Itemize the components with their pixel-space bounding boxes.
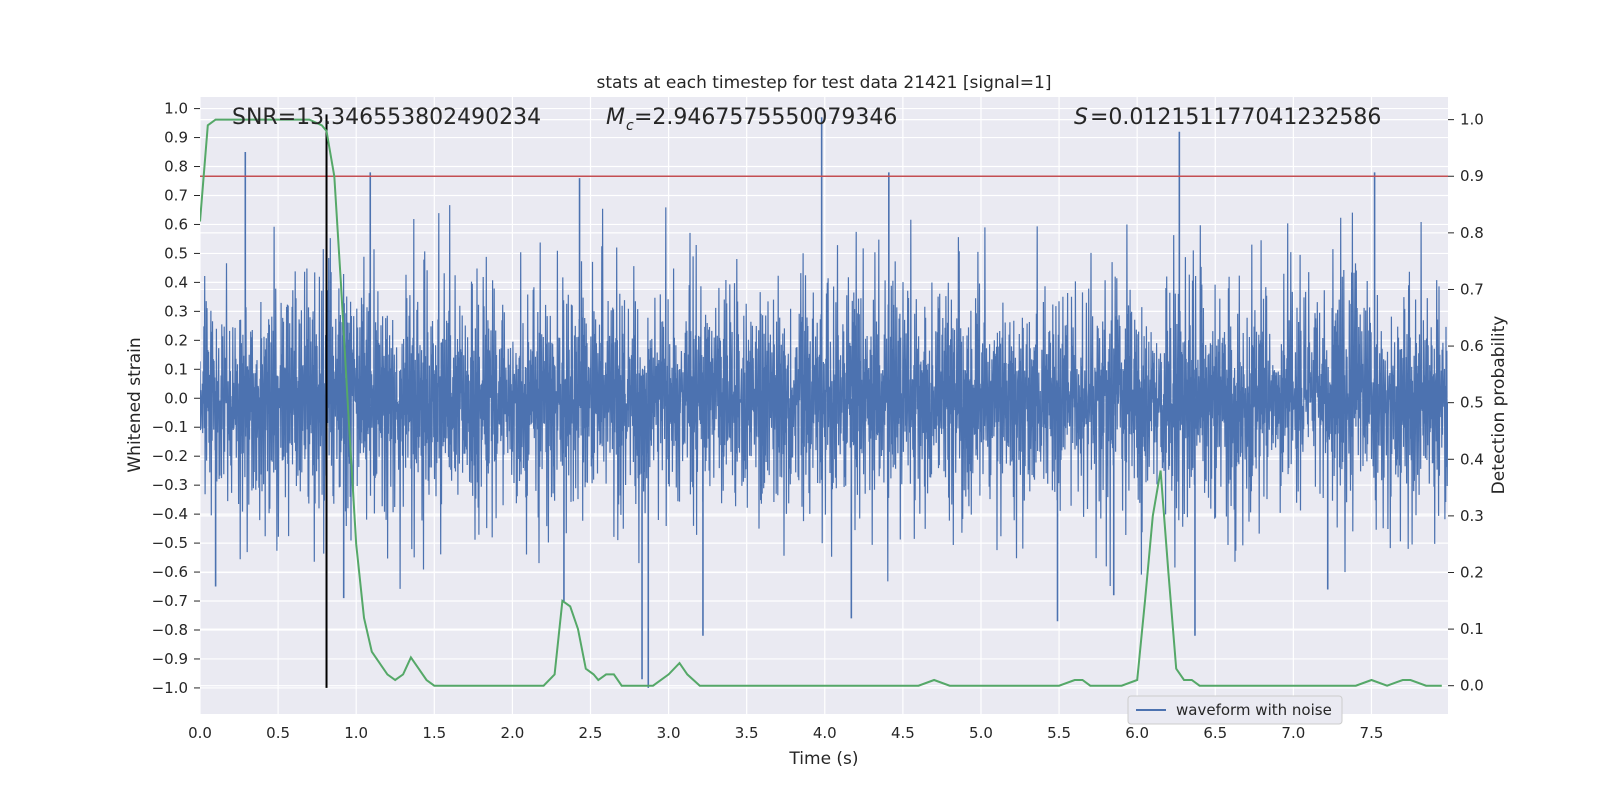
annotation-s: S =0.012151177041232586 bbox=[1074, 105, 1381, 130]
x-tick-label: 7.0 bbox=[1281, 724, 1305, 742]
x-tick-label: 2.0 bbox=[500, 724, 524, 742]
y-tick-label-left: 0.2 bbox=[164, 331, 188, 349]
y-tick-label-right: 0.2 bbox=[1460, 563, 1484, 581]
y-tick-label-left: −0.6 bbox=[152, 563, 188, 581]
y-tick-label-left: 0.0 bbox=[164, 389, 188, 407]
y-tick-label-right: 0.3 bbox=[1460, 507, 1484, 525]
y-tick-label-right: 1.0 bbox=[1460, 111, 1484, 129]
y-tick-label-left: −0.4 bbox=[152, 505, 188, 523]
mc-subscript: c bbox=[626, 118, 634, 134]
y-tick-label-left: 1.0 bbox=[164, 100, 188, 118]
plot-area bbox=[200, 114, 1448, 688]
x-tick-label: 3.0 bbox=[657, 724, 681, 742]
legend-box bbox=[1127, 695, 1343, 725]
x-axis-label: Time (s) bbox=[788, 749, 858, 769]
waveform-line bbox=[200, 205, 1448, 589]
chart-title: stats at each timestep for test data 214… bbox=[597, 73, 1052, 93]
x-tick-label: 1.5 bbox=[422, 724, 446, 742]
x-tick-label: 4.5 bbox=[891, 724, 915, 742]
y-tick-label-left: −0.3 bbox=[152, 476, 188, 494]
y-tick-label-left: 0.8 bbox=[164, 158, 188, 176]
x-tick-label: 7.5 bbox=[1360, 724, 1384, 742]
axes: 0.0 0.5 1.0 1.5 2.0 2.5 3.0 3.5 4.0 4.5 5.0 5.5 6.0 6… bbox=[152, 100, 1484, 742]
y-tick-label-left: 0.9 bbox=[164, 129, 188, 147]
y-tick-label-left: −0.1 bbox=[152, 418, 188, 436]
probability-line bbox=[200, 118, 1442, 687]
x-tick-label: 0.0 bbox=[188, 724, 212, 742]
legend: waveform with noise bbox=[1127, 695, 1343, 725]
x-tick-label: 5.5 bbox=[1047, 724, 1071, 742]
y-tick-label-right: 0.7 bbox=[1460, 280, 1484, 298]
x-tick-label: 4.0 bbox=[813, 724, 837, 742]
y-tick-label-left: −1.0 bbox=[152, 679, 188, 697]
y-tick-label-left: −0.8 bbox=[152, 621, 188, 639]
y-tick-label-left: 0.6 bbox=[164, 215, 188, 233]
mc-symbol: M bbox=[606, 105, 625, 130]
y-tick-label-left: 0.4 bbox=[164, 273, 188, 291]
x-tick-label: 1.0 bbox=[344, 724, 368, 742]
y-tick-label-left: −0.5 bbox=[152, 534, 188, 552]
y-tick-label-right: 0.5 bbox=[1460, 394, 1484, 412]
mc-value: =2.9467575550079346 bbox=[634, 105, 897, 130]
y-tick-label-right: 0.9 bbox=[1460, 167, 1484, 185]
annotation-mc: M c =2.9467575550079346 bbox=[606, 105, 897, 134]
x-tick-label: 2.5 bbox=[579, 724, 603, 742]
y-tick-label-left: −0.9 bbox=[152, 650, 188, 668]
y-tick-label-right: 0.4 bbox=[1460, 450, 1484, 468]
y-tick-label-left: 0.3 bbox=[164, 302, 188, 320]
annotation-snr: SNR=13.346553802490234 bbox=[232, 105, 541, 130]
y-tick-label-right: 0.8 bbox=[1460, 224, 1484, 242]
snr-text: SNR=13.346553802490234 bbox=[232, 105, 541, 130]
y-axis-label-left: Whitened strain bbox=[125, 337, 145, 472]
y-tick-label-right: 0.1 bbox=[1460, 620, 1484, 638]
y-axis-label-right: Detection probability bbox=[1489, 316, 1509, 495]
y-tick-label-right: 0.0 bbox=[1460, 677, 1484, 695]
y-tick-label-left: −0.7 bbox=[152, 592, 188, 610]
s-value: =0.012151177041232586 bbox=[1090, 105, 1381, 130]
y-tick-label-right: 0.6 bbox=[1460, 337, 1484, 355]
y-tick-label-left: −0.2 bbox=[152, 447, 188, 465]
y-tick-label-left: 0.1 bbox=[164, 360, 188, 378]
x-tick-label: 5.0 bbox=[969, 724, 993, 742]
x-tick-label: 6.0 bbox=[1125, 724, 1149, 742]
x-tick-label: 6.5 bbox=[1203, 724, 1227, 742]
x-tick-label: 3.5 bbox=[735, 724, 759, 742]
y-tick-label-left: 0.5 bbox=[164, 244, 188, 262]
y-tick-label-left: 0.7 bbox=[164, 186, 188, 204]
legend-label-waveform: waveform with noise bbox=[1176, 701, 1332, 719]
s-symbol: S bbox=[1074, 105, 1088, 130]
x-tick-label: 0.5 bbox=[266, 724, 290, 742]
